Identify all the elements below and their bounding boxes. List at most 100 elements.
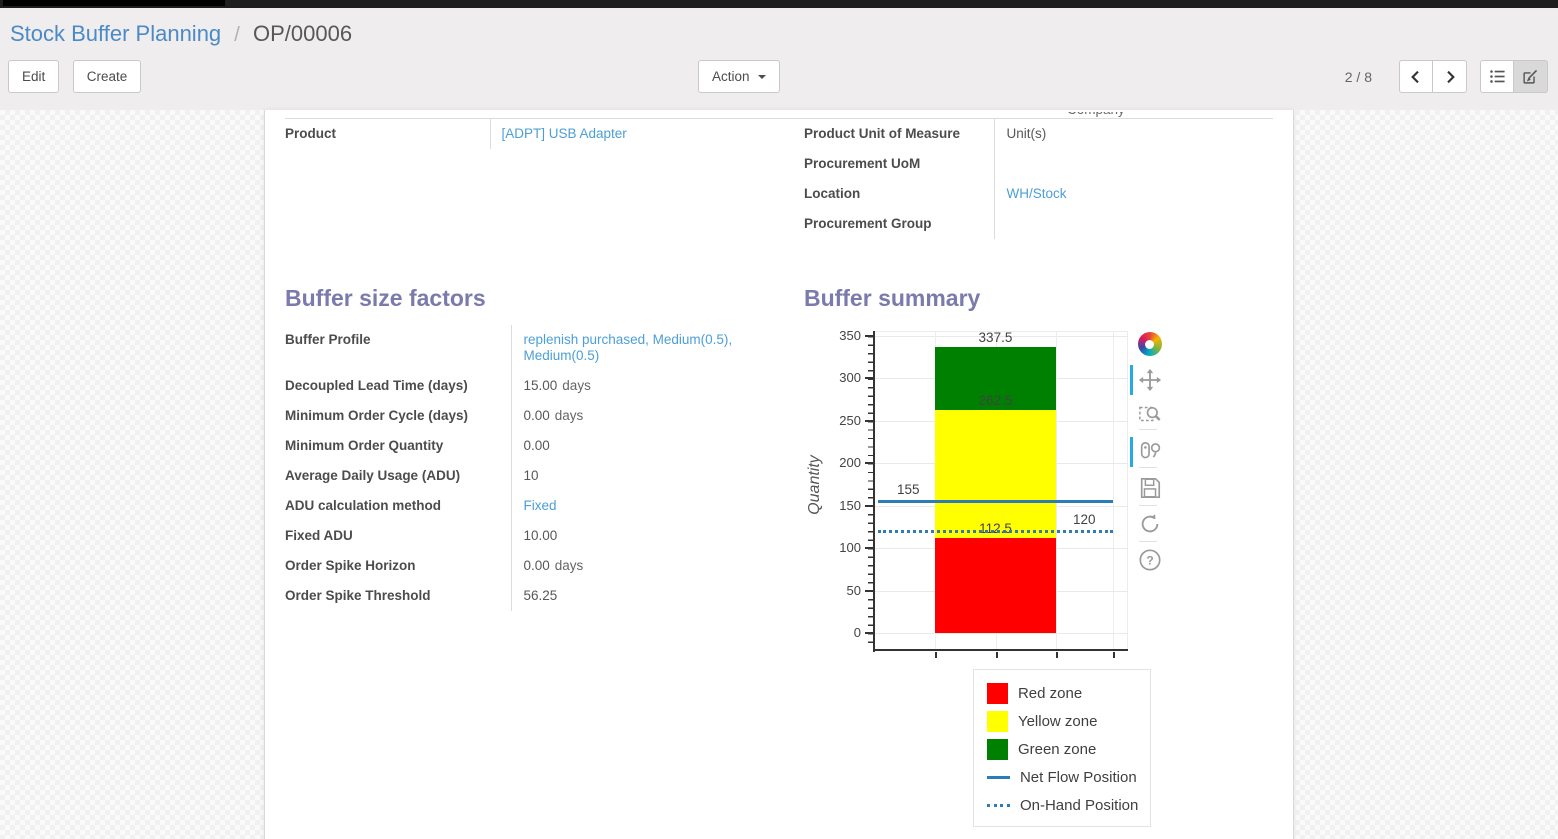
legend-swatch	[986, 738, 1008, 760]
breadcrumb-separator: /	[234, 24, 240, 46]
dlt-label: Decoupled Lead Time (days)	[285, 378, 468, 393]
green-zone[interactable]	[934, 346, 1056, 411]
legend-line-swatch	[986, 803, 1010, 807]
legend-swatch	[986, 710, 1008, 732]
legend-item: Green zone	[974, 735, 1150, 763]
edit-form-icon	[1523, 69, 1538, 84]
bokeh-logo[interactable]	[1137, 331, 1163, 357]
y-axis-major-tick	[864, 419, 873, 422]
dlt-suffix: days	[562, 378, 591, 393]
field-row-location: Location WH/Stock	[804, 179, 1273, 209]
field-row-moq: Minimum Order Quantity 0.00	[285, 431, 804, 461]
view-switcher-group	[1480, 60, 1548, 93]
create-button[interactable]: Create	[72, 60, 142, 93]
fixed-adu-value: 10.00	[510, 521, 804, 551]
red-zone[interactable]	[934, 537, 1056, 633]
spike-horizon-suffix: days	[554, 558, 584, 573]
help-tool-button[interactable]: ?	[1137, 547, 1163, 573]
y-axis-tick-label: 300	[839, 370, 861, 386]
breadcrumb-current: OP/00006	[252, 21, 353, 46]
pager-next-button[interactable]	[1433, 60, 1467, 93]
y-axis-major-tick	[864, 462, 873, 465]
product-uom-value: Unit(s)	[994, 118, 1273, 149]
field-row-fixed-adu: Fixed ADU 10.00	[285, 521, 804, 551]
help-question-icon: ?	[1139, 549, 1161, 571]
field-row-dlt: Decoupled Lead Time (days) 15.00 days	[285, 371, 804, 401]
toolbar-divider	[1138, 505, 1157, 506]
chart-plot-area[interactable]: 0 50 100 150 200 250 300 350 112.5 262.5 337.5 155 1…	[839, 328, 1128, 658]
action-dropdown-button[interactable]: Action	[698, 60, 780, 93]
legend-item: Yellow zone	[974, 707, 1150, 735]
y-axis-line	[872, 331, 875, 653]
moc-suffix: days	[554, 408, 584, 423]
y-axis-major-tick	[864, 504, 873, 507]
form-view-background: Company Product [ADPT] USB Adapter Produ…	[0, 110, 1558, 839]
dlt-value: 15.00	[523, 378, 558, 393]
edit-button[interactable]: Edit	[8, 60, 60, 93]
pan-tool-button[interactable]	[1137, 367, 1163, 393]
buffer-summary-title: Buffer summary	[803, 285, 981, 311]
pager-nav-group	[1399, 60, 1467, 93]
svg-text:?: ?	[1146, 554, 1153, 568]
breadcrumb: Stock Buffer Planning / OP/00006	[8, 8, 1550, 47]
list-view-button[interactable]	[1480, 60, 1514, 93]
vertical-gridline	[1112, 331, 1114, 649]
line-value-label: 120	[1072, 512, 1096, 528]
header-group-left: Product [ADPT] USB Adapter	[285, 118, 804, 239]
chart-toolbar: ?	[1129, 327, 1163, 587]
spike-threshold-label: Order Spike Threshold	[285, 588, 431, 603]
spike-threshold-value: 56.25	[510, 581, 804, 611]
buffer-profile-value-link[interactable]: replenish purchased, Medium(0.5), Medium…	[523, 332, 733, 363]
header-field-groups: Product [ADPT] USB Adapter Product Unit …	[285, 118, 1273, 239]
box-zoom-tool-button[interactable]	[1137, 401, 1163, 427]
control-panel-buttons: Edit Create Action 2 / 8	[8, 60, 1550, 93]
product-value-link[interactable]: [ADPT] USB Adapter	[501, 126, 627, 141]
y-axis-major-tick	[864, 547, 873, 550]
y-axis-tick-label: 200	[839, 455, 861, 471]
save-tool-button[interactable]	[1137, 475, 1163, 501]
field-row-spike-threshold: Order Spike Threshold 56.25	[285, 581, 804, 611]
x-axis-tick	[1055, 652, 1058, 658]
y-axis-tick-label: 250	[839, 412, 861, 428]
toolbar-divider	[1138, 541, 1157, 542]
field-row-procurement-uom: Procurement UoM	[804, 149, 1273, 179]
legend-label: Green zone	[1017, 740, 1097, 758]
legend-item: On-Hand Position	[974, 791, 1150, 819]
moc-label: Minimum Order Cycle (days)	[285, 408, 469, 423]
pan-move-icon	[1138, 368, 1162, 392]
hover-tool-button[interactable]	[1137, 439, 1163, 465]
field-row-adu: Average Daily Usage (ADU) 10	[285, 461, 804, 491]
pager-counter: 2 / 8	[1344, 68, 1372, 85]
lower-section: Buffer size factors Buffer Profile reple…	[285, 239, 1273, 827]
save-floppy-icon	[1140, 477, 1161, 499]
clipped-top-row: Company	[1067, 112, 1125, 121]
procurement-uom-value	[994, 149, 1273, 179]
field-row-adu-method: ADU calculation method Fixed	[285, 491, 804, 521]
chevron-right-icon	[1446, 70, 1455, 83]
on-hand-position-line[interactable]	[877, 530, 1113, 534]
product-label: Product	[285, 126, 337, 141]
top-black-bar	[0, 0, 1558, 8]
net-flow-position-line[interactable]	[877, 500, 1113, 504]
frame-top-edge	[874, 331, 1128, 332]
adu-method-value-link[interactable]: Fixed	[523, 498, 557, 513]
yellow-zone[interactable]	[934, 410, 1056, 538]
fixed-adu-label: Fixed ADU	[285, 528, 353, 543]
field-row-product: Product [ADPT] USB Adapter	[285, 118, 804, 149]
x-axis-tick	[934, 652, 937, 658]
procurement-group-value	[994, 209, 1273, 239]
field-row-procurement-group: Procurement Group	[804, 209, 1273, 239]
form-view-button[interactable]	[1514, 60, 1548, 93]
y-axis-major-tick	[864, 377, 873, 380]
breadcrumb-parent-link[interactable]: Stock Buffer Planning	[10, 21, 222, 46]
buffer-factors-title: Buffer size factors	[285, 285, 486, 311]
box-zoom-icon	[1139, 406, 1161, 422]
location-value-link[interactable]: WH/Stock	[1006, 186, 1067, 201]
buffer-summary-column: Buffer summary Quantity 0 50 100 150 200 250 3…	[804, 239, 1273, 827]
reset-tool-button[interactable]	[1137, 511, 1163, 537]
adu-value: 10	[510, 461, 804, 491]
adu-label: Average Daily Usage (ADU)	[285, 468, 461, 483]
buffer-factors-column: Buffer size factors Buffer Profile reple…	[285, 239, 804, 827]
zone-boundary-label: 337.5	[978, 329, 1013, 345]
pager-previous-button[interactable]	[1399, 60, 1433, 93]
